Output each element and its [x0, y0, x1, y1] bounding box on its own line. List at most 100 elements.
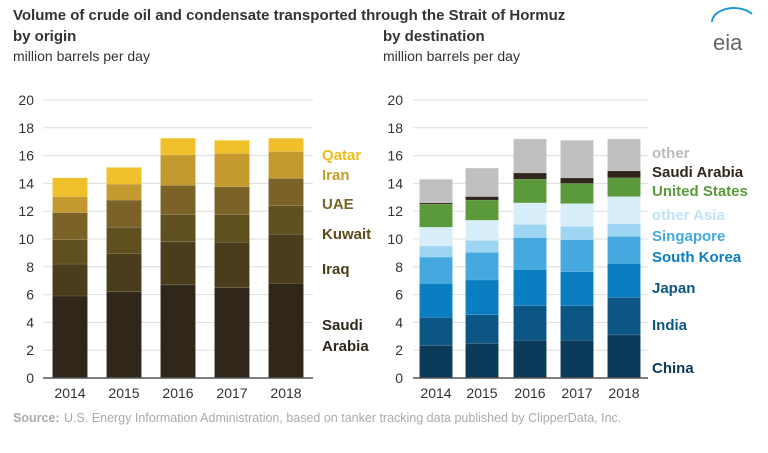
legend-label-saudi-arabia: Saudi Arabia [652, 164, 744, 181]
legend-label-saudi-arabia: Saudi Arabia [322, 317, 369, 355]
left-ylabel: million barrels per day [13, 48, 150, 64]
right-ylabel: million barrels per day [383, 48, 520, 64]
bar-segment-kuwait-2017 [214, 214, 250, 243]
bar-segment-united-states-2014 [419, 203, 453, 228]
bar-segment-other-asia-2014 [419, 226, 453, 247]
bar-segment-kuwait-2016 [160, 214, 196, 243]
bar-segment-iran-2017 [214, 153, 250, 188]
bar-segment-south-korea-2017 [560, 239, 594, 272]
bar-segment-united-states-2016 [513, 178, 547, 204]
bar-segment-saudi-arabia-2015 [106, 291, 142, 379]
bar-segment-other-asia-2018 [607, 196, 641, 225]
right-subtitle: by destination [383, 28, 485, 45]
source-label: Source: [13, 411, 60, 425]
bar-segment-south-korea-2015 [465, 251, 499, 281]
x-tick-label: 2014 [54, 385, 85, 401]
bar-segment-singapore-2017 [560, 226, 594, 240]
bar-segment-iraq-2015 [106, 253, 142, 293]
y-tick-label: 4 [395, 314, 403, 330]
bar-segment-other-2014 [419, 178, 453, 204]
bar-segment-saudi-arabia-2015 [465, 196, 499, 201]
bar-segment-saudi-arabia-2017 [214, 287, 250, 379]
bar-segment-iran-2015 [106, 183, 142, 201]
legend-label-south-korea: South Korea [652, 249, 742, 266]
bar-segment-iran-2014 [52, 196, 88, 213]
bar-segment-iraq-2016 [160, 241, 196, 286]
x-tick-label: 2017 [216, 385, 247, 401]
bar-segment-japan-2017 [560, 271, 594, 307]
x-tick-label: 2018 [270, 385, 301, 401]
y-tick-label: 8 [26, 259, 34, 275]
bar-segment-china-2016 [513, 340, 547, 379]
bar-segment-united-states-2015 [465, 199, 499, 221]
legend-label-qatar: Qatar [322, 147, 361, 164]
legend-label-india: India [652, 317, 688, 334]
legend-label-kuwait: Kuwait [322, 226, 371, 243]
y-tick-label: 0 [395, 370, 403, 386]
eia-logo: eia [711, 7, 753, 55]
bar-segment-qatar-2014 [52, 177, 88, 197]
bar-segment-saudi-arabia-2018 [607, 170, 641, 179]
bar-segment-other-2016 [513, 138, 547, 174]
bar-segment-saudi-arabia-2018 [268, 283, 304, 379]
bar-segment-south-korea-2016 [513, 237, 547, 270]
y-tick-label: 18 [18, 120, 34, 136]
bar-segment-japan-2015 [465, 279, 499, 316]
bar-segment-iraq-2018 [268, 233, 304, 284]
bar-segment-china-2018 [607, 334, 641, 379]
bar-segment-uae-2014 [52, 212, 88, 240]
x-tick-label: 2018 [608, 385, 639, 401]
bar-segment-kuwait-2014 [52, 239, 88, 265]
bar-segment-qatar-2016 [160, 137, 196, 156]
bar-segment-qatar-2015 [106, 167, 142, 185]
bar-segment-iraq-2014 [52, 263, 88, 297]
bar-segment-india-2017 [560, 305, 594, 341]
bar-segment-kuwait-2018 [268, 205, 304, 235]
bar-segment-singapore-2016 [513, 224, 547, 238]
legend-label-uae: UAE [322, 196, 354, 213]
bar-segment-uae-2018 [268, 178, 304, 206]
bar-segment-iran-2016 [160, 154, 196, 186]
bar-segment-singapore-2018 [607, 223, 641, 237]
bar-segment-japan-2018 [607, 263, 641, 298]
eia-logo-text: eia [713, 30, 743, 55]
y-tick-label: 8 [395, 259, 403, 275]
y-tick-label: 0 [26, 370, 34, 386]
y-tick-label: 18 [387, 120, 403, 136]
bar-segment-singapore-2015 [465, 240, 499, 253]
y-tick-label: 14 [387, 175, 403, 191]
bar-segment-saudi-arabia-2017 [560, 177, 594, 184]
x-tick-label: 2015 [466, 385, 497, 401]
y-tick-label: 6 [26, 287, 34, 303]
bar-segment-india-2016 [513, 305, 547, 341]
y-tick-label: 16 [18, 148, 34, 164]
y-tick-label: 20 [387, 92, 403, 108]
legend-label-other: other [652, 145, 690, 162]
y-tick-label: 14 [18, 175, 34, 191]
legend-label-iraq: Iraq [322, 261, 350, 278]
bar-segment-uae-2016 [160, 185, 196, 215]
x-tick-label: 2014 [420, 385, 451, 401]
y-tick-label: 4 [26, 314, 34, 330]
bar-segment-south-korea-2014 [419, 256, 453, 284]
bar-segment-japan-2016 [513, 269, 547, 307]
y-tick-label: 6 [395, 287, 403, 303]
legend-label-united-states: United States [652, 183, 748, 200]
bar-segment-other-2017 [560, 140, 594, 179]
bar-segment-kuwait-2015 [106, 226, 142, 254]
bar-segment-japan-2014 [419, 283, 453, 318]
y-tick-label: 16 [387, 148, 403, 164]
y-tick-label: 12 [18, 203, 34, 219]
source-text: U.S. Energy Information Administration, … [64, 411, 621, 425]
bar-segment-india-2018 [607, 297, 641, 336]
y-tick-label: 12 [387, 203, 403, 219]
bar-segment-other-asia-2017 [560, 203, 594, 227]
x-tick-label: 2016 [162, 385, 193, 401]
x-tick-label: 2015 [108, 385, 139, 401]
bar-segment-united-states-2017 [560, 183, 594, 204]
bar-segment-india-2015 [465, 314, 499, 344]
bar-segment-other-asia-2016 [513, 202, 547, 225]
bar-segment-south-korea-2018 [607, 235, 641, 264]
legend-label-japan: Japan [652, 280, 695, 297]
